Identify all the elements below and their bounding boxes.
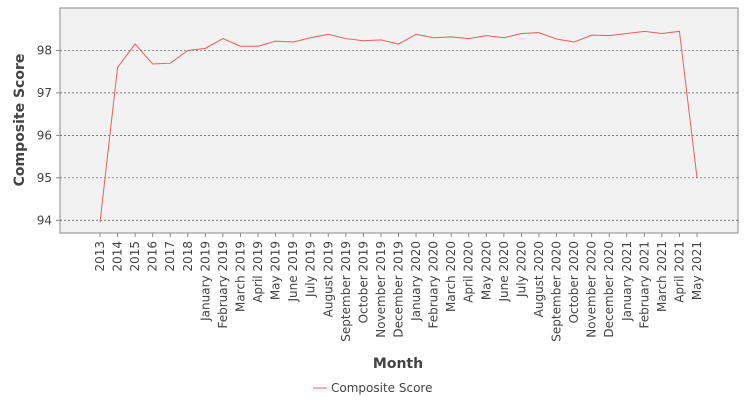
x-tick-label: 2016 [146, 241, 160, 272]
x-tick-label: May 2020 [479, 241, 493, 300]
series-line [99, 30, 698, 223]
x-tick-label: January 2020 [409, 241, 423, 322]
x-tick-label: December 2019 [392, 241, 406, 338]
y-tick-label: 97 [37, 86, 52, 100]
x-tick-label: 2015 [128, 241, 142, 272]
x-tick-label: April 2019 [251, 241, 265, 303]
x-tick-label: January 2019 [198, 241, 212, 322]
x-tick-label: May 2021 [690, 241, 704, 300]
x-tick-label: July 2020 [514, 241, 528, 298]
legend-label: Composite Score [331, 381, 432, 395]
x-tick-label: January 2021 [620, 241, 634, 322]
y-tick-label: 95 [37, 171, 52, 185]
x-tick-label: November 2020 [585, 241, 599, 338]
x-tick-label: June 2019 [286, 241, 300, 303]
x-tick-label: February 2019 [216, 241, 230, 329]
x-tick-label: April 2021 [672, 241, 686, 303]
x-tick-label: September 2020 [550, 241, 564, 342]
x-tick-label: 2017 [163, 241, 177, 272]
x-tick-label: June 2020 [497, 241, 511, 303]
plot-area [59, 7, 739, 234]
x-tick-label: 2014 [111, 241, 125, 272]
x-tick-label: February 2021 [637, 241, 651, 329]
x-tick-label: March 2019 [233, 241, 247, 312]
x-tick-label: December 2020 [602, 241, 616, 338]
x-tick-label: October 2020 [567, 241, 581, 323]
x-tick-label: October 2019 [356, 241, 370, 323]
x-tick-label: 2018 [181, 241, 195, 272]
x-tick-label: February 2020 [427, 241, 441, 329]
x-tick-label: November 2019 [374, 241, 388, 338]
y-tick-label: 98 [37, 43, 52, 57]
x-tick-label: April 2020 [462, 241, 476, 303]
y-tick-label: 96 [37, 128, 52, 142]
x-tick-label: March 2020 [444, 241, 458, 312]
x-tick-label: May 2019 [269, 241, 283, 300]
x-tick-label: July 2019 [304, 241, 318, 298]
x-tick-label: March 2021 [655, 241, 669, 312]
x-tick-label: August 2020 [532, 241, 546, 317]
y-axis-title: Composite Score [12, 54, 28, 187]
x-tick-label: 2013 [93, 241, 107, 272]
x-tick-label: September 2019 [339, 241, 353, 342]
x-axis-title: Month [373, 356, 423, 372]
y-tick-label: 94 [37, 213, 52, 227]
x-tick-label: August 2019 [321, 241, 335, 317]
